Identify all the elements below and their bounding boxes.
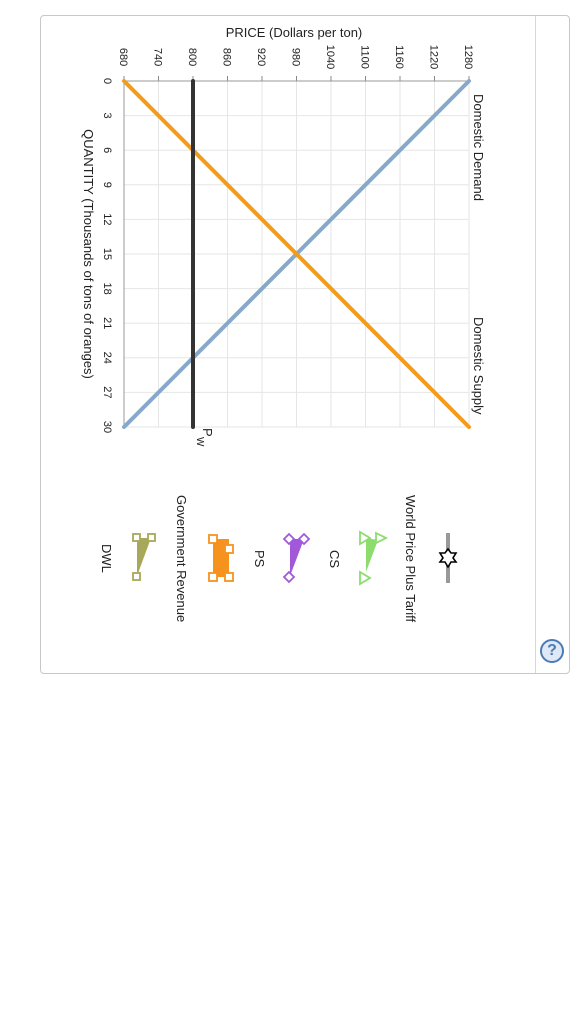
tick-label-price-860: 860 <box>221 48 233 66</box>
tick-label-quantity-24: 24 <box>101 352 113 364</box>
tick-label-price-1280: 1280 <box>462 45 474 69</box>
help-button[interactable]: ? <box>540 639 564 663</box>
world-price-label-main: P <box>200 428 215 437</box>
tick-label-price-920: 920 <box>255 48 267 66</box>
tick-label-price-680: 680 <box>117 48 129 66</box>
series-label-domestic-supply: Domestic Supply <box>471 317 486 415</box>
orange-rectangle-tool-icon[interactable] <box>208 534 234 582</box>
tick-label-price-740: 740 <box>152 48 164 66</box>
world-price-label: P W <box>194 428 215 447</box>
series-lines[interactable] <box>122 79 471 429</box>
tick-label-quantity-18: 18 <box>101 282 113 294</box>
tick-label-quantity-0: 0 <box>101 78 113 84</box>
tick-label-quantity-3: 3 <box>101 113 113 119</box>
x-axis-label: QUANTITY (Thousands of tons of oranges) <box>81 129 96 379</box>
tick-labels: 680 740 800 860 920 980 1040 1100 1160 1220 1280 0 3… <box>101 45 474 433</box>
tick-label-price-1100: 1100 <box>359 45 371 69</box>
tick-label-quantity-9: 9 <box>101 182 113 188</box>
tick-label-price-1220: 1220 <box>428 45 440 69</box>
tick-label-quantity-15: 15 <box>101 248 113 260</box>
panel-divider <box>535 16 536 673</box>
tick-label-quantity-6: 6 <box>101 147 113 153</box>
tick-label-price-1040: 1040 <box>324 45 336 69</box>
tick-label-price-980: 980 <box>290 48 302 66</box>
legend-label-dwl: DWL <box>99 544 114 573</box>
series-label-domestic-demand: Domestic Demand <box>471 94 486 201</box>
tick-label-quantity-12: 12 <box>101 213 113 225</box>
series-line-domestic-supply <box>122 79 471 429</box>
y-axis-label: PRICE (Dollars per ton) <box>226 25 363 40</box>
legend-label-world-price-plus-tariff: World Price Plus Tariff <box>403 495 418 623</box>
series-labels: Domestic Demand Domestic Supply <box>471 94 486 415</box>
legend: World Price Plus Tariff CS PS Government… <box>99 495 458 623</box>
legend-label-government-revenue: Government Revenue <box>174 495 189 622</box>
world-price-label-sub: W <box>194 437 205 447</box>
axes <box>123 76 470 427</box>
purple-triangle-tool-icon[interactable] <box>282 532 311 584</box>
star-line-tool-icon[interactable] <box>438 533 458 583</box>
legend-label-ps: PS <box>252 550 267 568</box>
tick-label-quantity-30: 30 <box>101 421 113 433</box>
tick-label-quantity-27: 27 <box>101 386 113 398</box>
tick-label-price-800: 800 <box>186 48 198 66</box>
legend-label-cs: CS <box>327 550 342 568</box>
tick-label-price-1160: 1160 <box>393 45 405 69</box>
green-triangle-tool-icon[interactable] <box>359 530 389 586</box>
olive-triangle-tool-icon[interactable] <box>132 533 156 581</box>
tick-label-quantity-21: 21 <box>101 317 113 329</box>
graph-panel <box>40 15 570 674</box>
